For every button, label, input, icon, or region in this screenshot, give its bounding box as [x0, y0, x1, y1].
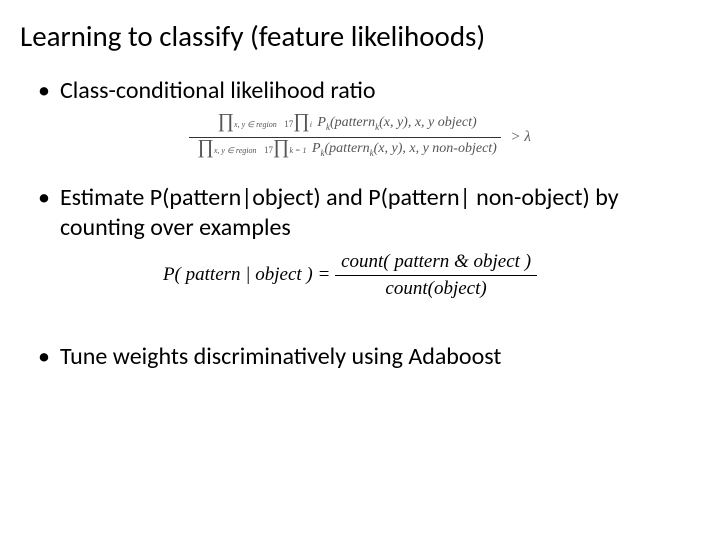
bullet-marker: • — [38, 183, 50, 213]
bullet-item: • Tune weights discriminatively using Ad… — [38, 342, 700, 372]
bullet-item: • Estimate P(pattern|object) and P(patte… — [38, 183, 700, 243]
equation-likelihood-ratio: ∏x, y ∈ region 17∏i Pk(patternk(x, y), x… — [170, 112, 550, 163]
slide-title: Learning to classify (feature likelihood… — [20, 18, 700, 54]
bullet-marker: • — [38, 76, 50, 106]
bullet-text: Estimate P(pattern|object) and P(pattern… — [60, 183, 700, 243]
bullet-marker: • — [38, 342, 50, 372]
bullet-text: Tune weights discriminatively using Adab… — [60, 342, 501, 372]
equation-probability-estimate: P( pattern | object ) = count( pattern &… — [150, 249, 550, 302]
bullet-text: Class-conditional likelihood ratio — [60, 76, 376, 106]
bullet-item: • Class-conditional likelihood ratio — [38, 76, 700, 106]
